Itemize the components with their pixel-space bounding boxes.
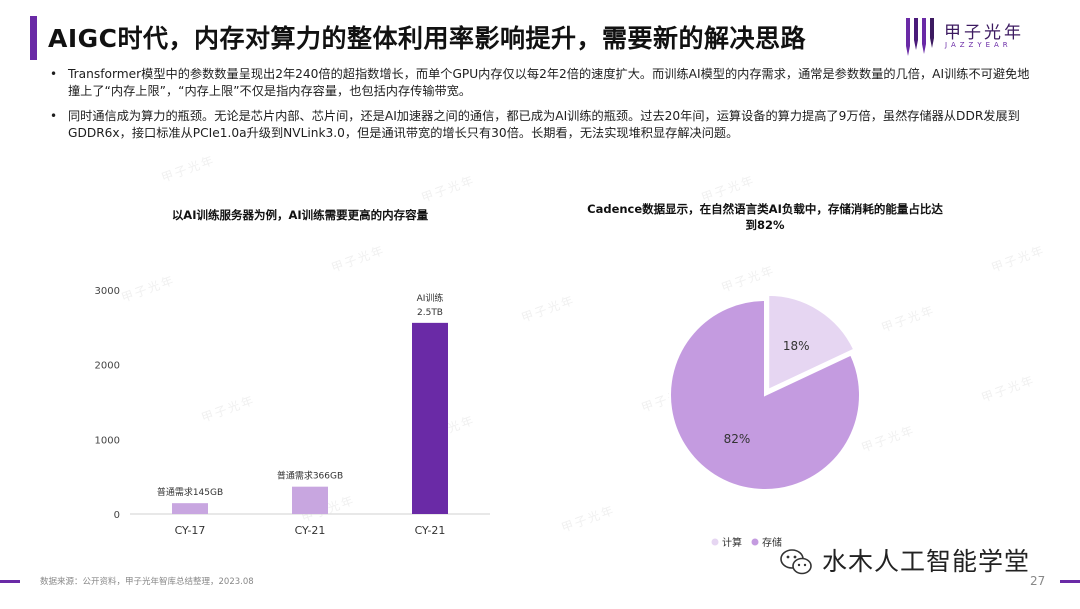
bullet-item: • 同时通信成为算力的瓶颈。无论是芯片内部、芯片间，还是AI加速器之间的通信，都…: [50, 108, 1040, 142]
pie-chart: 18% 82% 计算 存储: [669, 293, 861, 549]
bullet-dot: •: [50, 67, 58, 81]
y-tick-label: 3000: [95, 286, 120, 297]
x-tick-label: CY-17: [175, 524, 206, 537]
page-title: AIGC时代，内存对算力的整体利用率影响提升，需要新的解决思路: [48, 24, 807, 53]
bullet-text: 同时通信成为算力的瓶颈。无论是芯片内部、芯片间，还是AI加速器之间的通信，都已成…: [68, 109, 1020, 140]
footer-source: 数据来源：公开资料，甲子光年智库总结整理，2023.08: [40, 577, 254, 587]
footer-accent-right: [1060, 580, 1080, 583]
title-bar: AIGC时代，内存对算力的整体利用率影响提升，需要新的解决思路: [0, 12, 1080, 64]
bullet-item: • Transformer模型中的参数数量呈现出2年240倍的超指数增长，而单个…: [50, 66, 1040, 100]
watermark-text: 水木人工智能学堂: [822, 547, 1031, 576]
wechat-watermark: 水木人工智能学堂: [780, 544, 1060, 584]
background-watermark-text: 甲子光年: [159, 152, 217, 186]
bar: [292, 486, 328, 514]
bar-chart-title: 以AI训练服务器为例，AI训练需要更高的内存容量: [171, 208, 429, 222]
bar-data-label: 普通需求145GB: [157, 486, 223, 498]
bullet-text: Transformer模型中的参数数量呈现出2年240倍的超指数增长，而单个GP…: [68, 67, 1030, 98]
bullet-list: • Transformer模型中的参数数量呈现出2年240倍的超指数增长，而单个…: [50, 66, 1040, 150]
x-tick-label: CY-21: [415, 524, 446, 537]
bar-chart: 0 1000 2000 3000 CY-17 普通需求145GB CY-21 普通需求366G…: [95, 286, 490, 537]
legend-label: 计算: [722, 536, 742, 549]
background-watermark-text: 甲子光年: [419, 172, 477, 206]
background-watermark-text: 甲子光年: [989, 242, 1047, 276]
logo-icon: [906, 18, 934, 56]
legend-marker: [711, 538, 719, 546]
y-tick-label: 1000: [95, 435, 120, 446]
y-tick-label: 2000: [95, 361, 120, 372]
footer-accent-left: [0, 580, 20, 583]
title-accent-bar: [30, 16, 37, 60]
pie-slice: [767, 293, 856, 392]
legend-label: 存储: [762, 536, 782, 549]
background-watermark-text: 甲子光年: [979, 372, 1037, 406]
bullet-dot: •: [50, 109, 58, 123]
logo-subtitle: JAZZYEAR: [945, 41, 1012, 49]
page-number: 27: [1030, 574, 1046, 588]
logo-name: 甲子光年: [944, 23, 1024, 43]
pie-data-label: 18%: [783, 339, 810, 353]
bar-data-label: 2.5TB: [417, 308, 443, 318]
pie-data-label: 82%: [724, 432, 751, 446]
legend-marker: [751, 538, 759, 546]
brand-logo: 甲子光年 JAZZYEAR: [904, 14, 1054, 60]
y-tick-label: 0: [114, 510, 120, 521]
pie-slice: [669, 298, 861, 491]
bar: [172, 503, 208, 514]
wechat-icon: [780, 549, 812, 575]
bar-data-label: 普通需求366GB: [277, 470, 343, 482]
x-tick-label: CY-21: [295, 524, 326, 537]
background-watermark-text: 甲子光年: [519, 292, 577, 326]
bar: [412, 322, 448, 514]
pie-chart-title: Cadence数据显示，在自然语言类AI负载中，存储消耗的能量占比达到82%: [587, 202, 943, 232]
bar-data-label: AI训练: [417, 292, 444, 304]
